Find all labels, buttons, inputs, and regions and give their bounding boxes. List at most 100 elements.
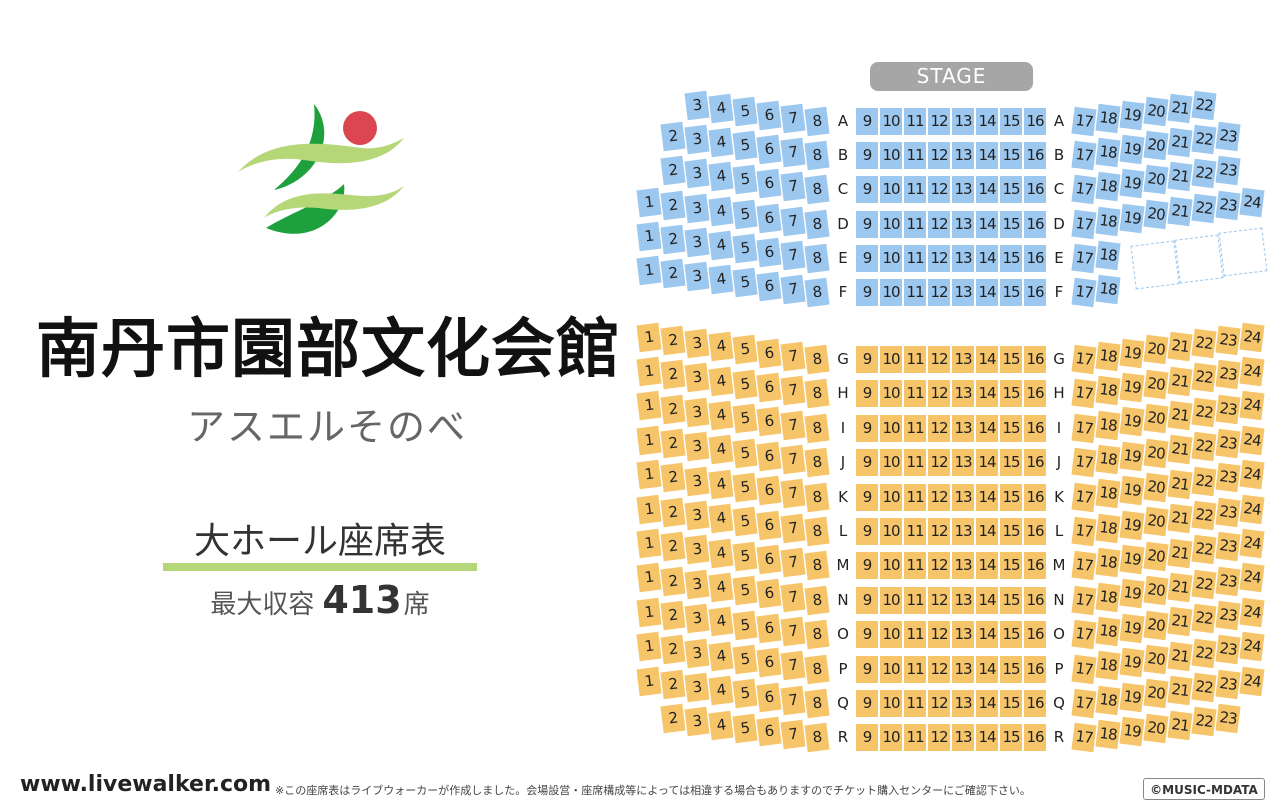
seat-Q-3[interactable]: 3: [684, 672, 710, 703]
seat-D-16[interactable]: 16: [1024, 211, 1046, 238]
seat-B-23[interactable]: 23: [1215, 121, 1241, 152]
seat-J-17[interactable]: 17: [1071, 447, 1097, 478]
seat-E-15[interactable]: 15: [1000, 245, 1022, 272]
seat-K-11[interactable]: 11: [904, 483, 926, 511]
seat-L-8[interactable]: 8: [804, 516, 830, 547]
seat-O-4[interactable]: 4: [708, 607, 734, 637]
seat-L-19[interactable]: 19: [1119, 510, 1145, 540]
seat-F-6[interactable]: 6: [756, 271, 782, 301]
seat-R-5[interactable]: 5: [732, 713, 758, 744]
seat-B-6[interactable]: 6: [756, 134, 782, 164]
seat-G-6[interactable]: 6: [756, 338, 782, 368]
seat-J-20[interactable]: 20: [1143, 438, 1169, 468]
seat-N-16[interactable]: 16: [1024, 586, 1046, 614]
seat-K-13[interactable]: 13: [952, 483, 974, 511]
seat-B-18[interactable]: 18: [1095, 137, 1121, 168]
seat-G-11[interactable]: 11: [904, 346, 926, 373]
seat-P-17[interactable]: 17: [1071, 654, 1097, 684]
seat-A-14[interactable]: 14: [976, 108, 998, 135]
seat-D-12[interactable]: 12: [928, 211, 950, 238]
seat-C-14[interactable]: 14: [976, 176, 998, 203]
seat-N-5[interactable]: 5: [732, 575, 758, 606]
seat-P-20[interactable]: 20: [1143, 644, 1169, 675]
seat-A-3[interactable]: 3: [684, 90, 710, 121]
seat-H-6[interactable]: 6: [756, 372, 782, 403]
seat-F-4[interactable]: 4: [708, 264, 734, 295]
seat-M-5[interactable]: 5: [732, 541, 758, 572]
seat-B-9[interactable]: 9: [856, 142, 878, 169]
seat-N-20[interactable]: 20: [1143, 575, 1169, 606]
seat-B-16[interactable]: 16: [1024, 142, 1046, 169]
seat-D-17[interactable]: 17: [1071, 209, 1097, 240]
seat-E-16[interactable]: 16: [1024, 245, 1046, 272]
seat-I-15[interactable]: 15: [1000, 414, 1022, 442]
seat-J-11[interactable]: 11: [904, 449, 926, 477]
seat-L-16[interactable]: 16: [1024, 518, 1046, 545]
seat-L-3[interactable]: 3: [684, 500, 710, 531]
seat-G-23[interactable]: 23: [1215, 325, 1241, 356]
seat-H-19[interactable]: 19: [1119, 372, 1145, 403]
seat-D-3[interactable]: 3: [684, 193, 710, 224]
seat-D-4[interactable]: 4: [708, 196, 734, 227]
seat-H-20[interactable]: 20: [1143, 369, 1169, 400]
seat-H-8[interactable]: 8: [804, 379, 830, 409]
seat-J-7[interactable]: 7: [780, 444, 806, 475]
seat-C-19[interactable]: 19: [1119, 168, 1145, 198]
seat-H-4[interactable]: 4: [708, 366, 734, 396]
seat-E-10[interactable]: 10: [880, 245, 902, 272]
seat-F-10[interactable]: 10: [880, 279, 902, 306]
seat-L-12[interactable]: 12: [928, 518, 950, 545]
seat-F-1[interactable]: 1: [636, 255, 662, 285]
seat-E-6[interactable]: 6: [756, 237, 782, 267]
seat-M-18[interactable]: 18: [1095, 547, 1121, 578]
seat-K-2[interactable]: 2: [660, 463, 686, 493]
seat-M-4[interactable]: 4: [708, 538, 734, 568]
seat-D-2[interactable]: 2: [660, 190, 686, 221]
seat-G-13[interactable]: 13: [952, 346, 974, 373]
seat-I-16[interactable]: 16: [1024, 414, 1046, 442]
seat-P-8[interactable]: 8: [804, 654, 830, 684]
seat-R-20[interactable]: 20: [1143, 713, 1169, 744]
seat-G-8[interactable]: 8: [804, 344, 830, 375]
seat-R-19[interactable]: 19: [1119, 716, 1145, 747]
seat-O-14[interactable]: 14: [976, 621, 998, 649]
seat-R-14[interactable]: 14: [976, 724, 998, 752]
seat-K-12[interactable]: 12: [928, 483, 950, 511]
seat-J-3[interactable]: 3: [684, 431, 710, 462]
seat-A-11[interactable]: 11: [904, 108, 926, 135]
seat-N-13[interactable]: 13: [952, 586, 974, 614]
seat-E-1[interactable]: 1: [636, 221, 662, 251]
seat-N-18[interactable]: 18: [1095, 582, 1121, 612]
seat-K-14[interactable]: 14: [976, 483, 998, 511]
seat-G-14[interactable]: 14: [976, 346, 998, 373]
seat-M-22[interactable]: 22: [1191, 535, 1217, 565]
seat-I-19[interactable]: 19: [1119, 407, 1145, 437]
seat-N-7[interactable]: 7: [780, 582, 806, 612]
seat-I-5[interactable]: 5: [732, 403, 758, 434]
seat-C-2[interactable]: 2: [660, 155, 686, 186]
seat-M-23[interactable]: 23: [1215, 531, 1241, 562]
seat-M-20[interactable]: 20: [1143, 541, 1169, 572]
seat-K-8[interactable]: 8: [804, 482, 830, 512]
seat-D-8[interactable]: 8: [804, 209, 830, 240]
seat-L-21[interactable]: 21: [1167, 503, 1193, 534]
seat-H-16[interactable]: 16: [1024, 380, 1046, 408]
seat-H-18[interactable]: 18: [1095, 375, 1121, 406]
seat-N-2[interactable]: 2: [660, 566, 686, 596]
seat-G-5[interactable]: 5: [732, 335, 758, 365]
seat-B-4[interactable]: 4: [708, 127, 734, 158]
seat-L-23[interactable]: 23: [1215, 497, 1241, 528]
seat-C-18[interactable]: 18: [1095, 171, 1121, 202]
seat-C-22[interactable]: 22: [1191, 158, 1217, 189]
seat-B-21[interactable]: 21: [1167, 127, 1193, 158]
seat-D-6[interactable]: 6: [756, 203, 782, 233]
seat-G-4[interactable]: 4: [708, 331, 734, 362]
seat-E-4[interactable]: 4: [708, 230, 734, 261]
seat-N-1[interactable]: 1: [636, 563, 662, 593]
seat-K-19[interactable]: 19: [1119, 475, 1145, 506]
seat-R-12[interactable]: 12: [928, 724, 950, 752]
seat-R-9[interactable]: 9: [856, 724, 878, 752]
seat-A-19[interactable]: 19: [1119, 100, 1145, 130]
seat-H-11[interactable]: 11: [904, 380, 926, 408]
seat-Q-24[interactable]: 24: [1239, 666, 1265, 696]
